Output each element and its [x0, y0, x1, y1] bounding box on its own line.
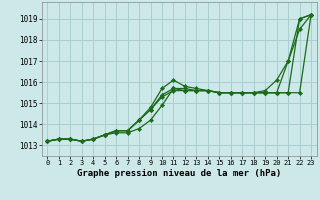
- X-axis label: Graphe pression niveau de la mer (hPa): Graphe pression niveau de la mer (hPa): [77, 169, 281, 178]
